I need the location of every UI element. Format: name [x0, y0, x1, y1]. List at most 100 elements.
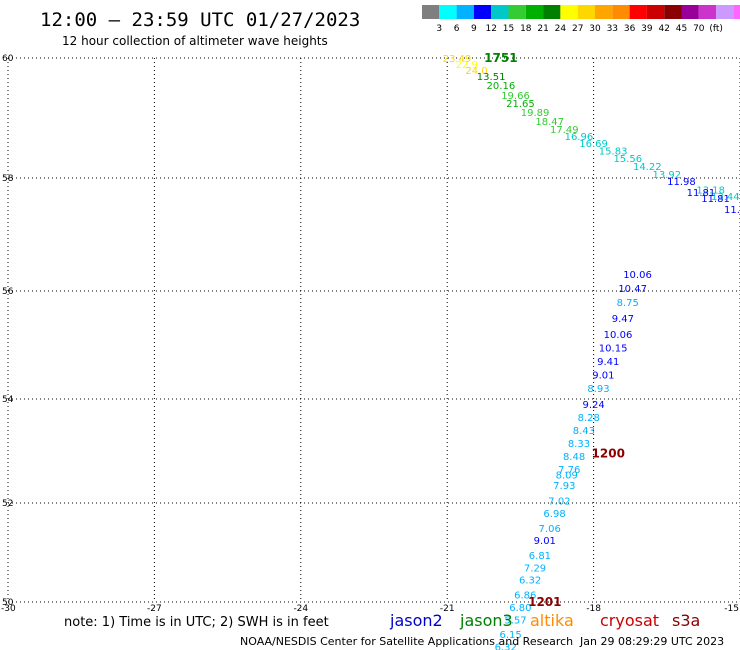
- x-axis-ticks: -30 -27 -24 -21 -18 -15: [1, 604, 739, 614]
- y-tick-label: 58: [2, 174, 14, 184]
- color-swatch: [560, 5, 578, 19]
- wave-height-label: 6.15: [500, 630, 522, 641]
- color-scale-label: 36: [624, 24, 636, 34]
- wave-height-label: 13.44: [711, 192, 740, 203]
- grid-lines: [7, 57, 740, 603]
- wave-height-label: 21.65: [506, 99, 535, 110]
- wave-height-label: 7.02: [548, 496, 570, 507]
- color-scale-label: (ft): [709, 24, 723, 34]
- color-scale-label: 27: [572, 24, 583, 34]
- wave-height-label: 11.81: [701, 194, 730, 205]
- color-scale-label: 9: [471, 24, 477, 34]
- wave-height-label: 6.80: [509, 603, 531, 614]
- wave-height-label: 18.47: [535, 117, 564, 128]
- x-tick-label: -18: [586, 604, 601, 614]
- wave-height-label: 11.2: [724, 205, 740, 216]
- color-scale-label: 24: [555, 24, 567, 34]
- wave-height-label: 24.0: [465, 66, 487, 77]
- timestamp-text: Jan 29 08:29:29 UTC 2023: [579, 635, 724, 648]
- y-axis-ticks: 50 52 54 56 58 60: [2, 54, 14, 608]
- wave-height-label: 6.32: [519, 576, 541, 587]
- legend-entry-altika: altika: [530, 611, 574, 630]
- color-scale-label: 39: [641, 24, 653, 34]
- wave-height-label: 5.57: [504, 615, 526, 626]
- color-swatch: [646, 5, 665, 19]
- wave-height-label: 15.83: [599, 146, 628, 157]
- wave-height-label: 10.15: [599, 344, 628, 355]
- wave-height-label: 13.18: [696, 185, 725, 196]
- x-tick-label: -30: [1, 604, 16, 614]
- wave-height-label: 6.98: [543, 509, 565, 520]
- wave-height-label: 19.89: [521, 108, 550, 119]
- wave-height-label: 13.92: [652, 170, 681, 181]
- color-swatch: [508, 5, 526, 19]
- y-tick-label: 56: [2, 287, 14, 297]
- wave-height-label: 7.06: [539, 524, 561, 535]
- wave-height-label: 22.9: [456, 60, 478, 71]
- wave-height-label: 8.33: [568, 439, 590, 450]
- wave-height-label: 9.01: [534, 536, 556, 547]
- color-scale-label: 30: [589, 24, 601, 34]
- color-scale: 3 6 9 12 15 18 21 24 27 30 33 36 39 42 45 70 (ft): [422, 5, 740, 34]
- color-scale-label: 70: [693, 24, 705, 34]
- wave-height-label: 11.81: [687, 188, 716, 199]
- satellite-legend: jason2 jason3 altika cryosat s3a: [389, 611, 700, 630]
- color-swatch: [681, 5, 699, 19]
- wave-height-label: 8.28: [578, 413, 600, 424]
- color-scale-label: 15: [503, 24, 514, 34]
- color-swatch: [595, 5, 613, 19]
- wave-height-label: 10.06: [623, 270, 652, 281]
- y-tick-label: 54: [2, 395, 14, 405]
- wave-height-label: 19.66: [501, 91, 530, 102]
- color-scale-label: 42: [658, 24, 669, 34]
- y-tick-label: 52: [2, 499, 13, 509]
- color-scale-label: 3: [436, 24, 442, 34]
- pass-time-label: 1200: [592, 447, 625, 461]
- chart-title: 12:00 – 23:59 UTC 01/27/2023: [40, 9, 360, 31]
- color-scale-label: 18: [520, 24, 532, 34]
- wave-height-label: 8.75: [617, 298, 639, 309]
- wave-height-label: 13.51: [477, 72, 506, 83]
- x-tick-label: -24: [293, 604, 308, 614]
- color-swatch: [733, 5, 740, 19]
- x-tick-label: -27: [147, 604, 162, 614]
- color-scale-label: 21: [537, 24, 548, 34]
- wave-height-label: 16.96: [565, 132, 594, 143]
- y-tick-label: 60: [2, 54, 14, 64]
- color-scale-label: 12: [485, 24, 496, 34]
- wave-height-label: 15.56: [613, 154, 642, 165]
- x-tick-label: -21: [440, 604, 455, 614]
- x-tick-label: -15: [724, 604, 739, 614]
- wave-height-label: 6.81: [529, 551, 551, 562]
- y-tick-label: 50: [2, 598, 14, 608]
- color-swatch: [698, 5, 717, 19]
- wave-height-label: 14.22: [633, 162, 662, 173]
- color-swatch: [422, 5, 440, 19]
- color-swatch: [612, 5, 630, 19]
- wave-height-label: 10.47: [618, 284, 647, 295]
- wave-height-label: 10.06: [604, 330, 633, 341]
- color-scale-label: 45: [676, 24, 687, 34]
- wave-height-label: 9.41: [597, 357, 619, 368]
- wave-height-label: 20.16: [487, 81, 516, 92]
- legend-entry-jason3: jason3: [459, 611, 513, 630]
- wave-height-label: 7.76: [558, 465, 580, 476]
- credit-text: NOAA/NESDIS Center for Satellite Applica…: [240, 635, 573, 648]
- wave-height-label: 7.29: [524, 563, 546, 574]
- color-swatch: [525, 5, 544, 19]
- wave-height-label: 8.43: [573, 426, 595, 437]
- pass-time-label: 1751: [484, 51, 517, 65]
- wave-height-label: 8.09: [556, 470, 578, 481]
- wave-height-label: 9.01: [592, 371, 614, 382]
- wave-height-label: 9.47: [612, 314, 634, 325]
- color-swatch: [491, 5, 509, 19]
- wave-height-label: 7.93: [553, 481, 575, 492]
- color-swatch: [577, 5, 595, 19]
- legend-entry-jason2: jason2: [389, 611, 443, 630]
- color-scale-label: 6: [454, 24, 460, 34]
- color-swatch: [629, 5, 647, 19]
- wave-height-label: 17.49: [550, 125, 579, 136]
- color-swatch: [456, 5, 474, 19]
- color-swatch: [716, 5, 734, 19]
- color-swatch: [473, 5, 492, 19]
